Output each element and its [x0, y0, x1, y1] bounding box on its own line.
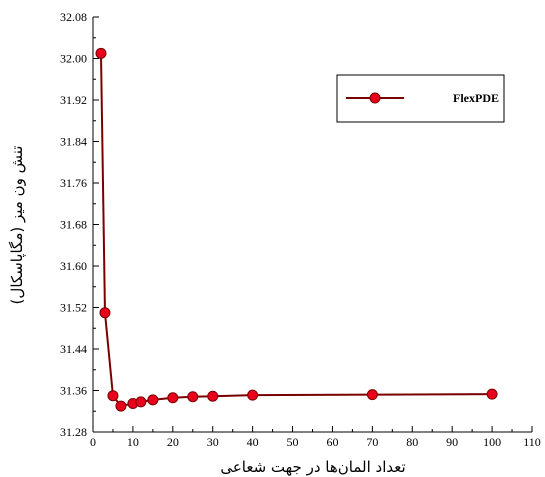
data-point — [187, 391, 199, 403]
y-tick-label: 32.00 — [60, 52, 87, 66]
y-tick-label: 32.08 — [60, 10, 87, 24]
x-tick-label: 20 — [167, 435, 179, 449]
x-tick-label: 110 — [523, 435, 541, 449]
x-tick-label: 0 — [90, 435, 96, 449]
y-tick-label: 31.44 — [60, 342, 87, 356]
data-point — [207, 390, 219, 402]
x-tick-label: 10 — [127, 435, 139, 449]
x-tick-label: 90 — [446, 435, 458, 449]
x-axis-ticks: 0 10 20 30 40 50 60 70 80 90 100 110 — [90, 426, 541, 449]
y-tick-label: 31.52 — [60, 301, 87, 315]
data-point — [247, 389, 259, 401]
x-tick-label: 80 — [406, 435, 418, 449]
x-tick-label: 60 — [326, 435, 338, 449]
y-tick-label: 31.36 — [60, 384, 87, 398]
data-point — [107, 390, 119, 402]
legend-marker — [369, 92, 381, 104]
x-tick-label: 70 — [366, 435, 378, 449]
y-tick-label: 31.68 — [60, 218, 87, 232]
y-axis-ticks: 31.28 31.36 31.44 31.52 31.60 31.68 31.76 31.84… — [60, 10, 99, 439]
data-point — [486, 388, 498, 400]
data-point — [147, 394, 159, 406]
series-group — [95, 47, 498, 412]
data-point — [167, 392, 179, 404]
y-tick-label: 31.60 — [60, 259, 87, 273]
legend: FlexPDE — [336, 74, 505, 123]
data-point — [135, 396, 147, 408]
y-tick-label: 31.28 — [60, 425, 87, 439]
x-tick-label: 50 — [287, 435, 299, 449]
data-point — [99, 307, 111, 319]
data-point — [115, 400, 127, 412]
data-point — [366, 389, 378, 401]
x-axis-title: تعداد المان‌ها در جهت شعاعی — [220, 458, 405, 476]
x-tick-label: 100 — [483, 435, 501, 449]
y-axis-title: تنش ون میز (مگاپاسکال) — [8, 146, 27, 305]
x-tick-label: 40 — [247, 435, 259, 449]
y-tick-label: 31.84 — [60, 135, 87, 149]
y-tick-label: 31.76 — [60, 176, 87, 190]
data-point — [95, 47, 107, 59]
x-tick-label: 30 — [207, 435, 219, 449]
y-tick-label: 31.92 — [60, 93, 87, 107]
legend-label: FlexPDE — [453, 91, 499, 105]
